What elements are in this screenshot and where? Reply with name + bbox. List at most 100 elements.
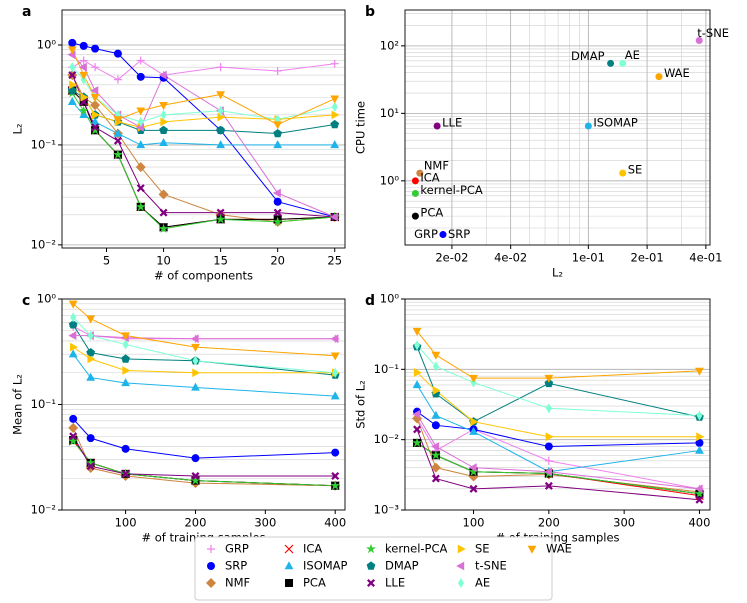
- x-tick-label: 2e-02: [435, 251, 468, 265]
- marker: [85, 457, 96, 468]
- legend-label: SE: [475, 542, 490, 556]
- series-line: [72, 324, 336, 376]
- marker: [137, 116, 144, 127]
- marker: [136, 56, 145, 65]
- marker: [69, 414, 78, 423]
- marker: [91, 44, 100, 53]
- series-line: [416, 330, 700, 379]
- point-label: LLE: [442, 115, 462, 129]
- series-line: [72, 303, 336, 357]
- x-tick-label: 20: [270, 254, 285, 268]
- marker: [284, 561, 294, 570]
- legend-label: ISOMAP: [303, 559, 348, 573]
- y-tick-label: 10⁻²: [31, 503, 56, 517]
- marker: [112, 149, 123, 159]
- marker: [469, 374, 478, 383]
- marker: [113, 75, 122, 84]
- y-tick-label: 10⁻¹: [31, 397, 56, 411]
- marker: [79, 41, 88, 50]
- marker: [158, 189, 169, 200]
- marker: [69, 342, 78, 352]
- y-axis-label: Mean of L₂: [11, 374, 25, 435]
- legend-label: kernel-PCA: [385, 542, 448, 556]
- marker: [69, 62, 76, 73]
- marker: [86, 315, 96, 324]
- series-line: [71, 54, 335, 218]
- plot-frame: [61, 298, 346, 511]
- x-tick-label: 25: [327, 254, 342, 268]
- marker: [331, 472, 340, 481]
- series-line: [73, 335, 336, 340]
- marker: [216, 63, 225, 72]
- marker: [469, 426, 478, 435]
- marker: [273, 197, 282, 206]
- marker: [694, 484, 703, 494]
- marker: [468, 466, 479, 476]
- marker: [412, 380, 422, 389]
- marker: [90, 117, 100, 126]
- marker: [113, 116, 123, 125]
- marker: [191, 343, 200, 352]
- marker: [272, 216, 283, 227]
- marker: [544, 456, 553, 465]
- marker: [330, 95, 340, 104]
- marker: [431, 410, 441, 419]
- point-label: SE: [628, 163, 643, 177]
- y-axis-label: CPU time: [354, 101, 368, 154]
- marker: [330, 334, 339, 344]
- legend-label: t-SNE: [475, 559, 507, 573]
- x-tick-label: 400: [324, 516, 346, 530]
- marker: [159, 208, 168, 217]
- series-line: [71, 74, 335, 218]
- marker: [136, 140, 146, 149]
- x-tick-label: 400: [688, 516, 710, 530]
- marker: [69, 80, 78, 90]
- series-line: [72, 440, 336, 487]
- marker: [78, 62, 87, 72]
- marker: [67, 97, 77, 106]
- y-tick-label: 10⁰: [380, 292, 400, 306]
- marker: [91, 63, 100, 72]
- marker: [544, 378, 554, 388]
- point: [416, 169, 424, 177]
- marker: [90, 94, 100, 103]
- x-tick-label: 300: [254, 516, 276, 530]
- legend: GRP SRP NMF ICA ISOMAP PCA kernel-PCA DMAP LLE SE…: [194, 536, 572, 601]
- marker: [468, 463, 477, 473]
- y-tick-label: 10¹: [380, 106, 399, 120]
- y-axis-label: Std of L₂: [354, 380, 368, 429]
- x-tick-label: 100: [463, 516, 485, 530]
- point: [411, 189, 419, 197]
- marker: [113, 136, 122, 145]
- marker: [207, 545, 215, 553]
- point-label: ICA: [420, 170, 439, 184]
- marker: [87, 354, 96, 364]
- marker: [121, 378, 130, 387]
- legend-label: ICA: [303, 542, 322, 556]
- point-label: SRP: [448, 227, 470, 241]
- marker: [78, 105, 89, 115]
- x-tick-label: 2e-01: [631, 251, 664, 265]
- x-tick-label: 4e-01: [689, 251, 722, 265]
- marker: [191, 382, 200, 391]
- marker: [457, 544, 466, 554]
- marker: [68, 422, 79, 433]
- marker: [86, 348, 96, 357]
- marker: [191, 472, 200, 481]
- panel-label: c: [22, 293, 30, 309]
- marker: [694, 488, 705, 499]
- series-line: [71, 84, 335, 128]
- marker: [69, 432, 78, 441]
- y-tick-label: 10⁻³: [374, 503, 400, 517]
- marker: [330, 119, 340, 129]
- marker: [330, 352, 340, 361]
- marker: [68, 38, 77, 47]
- marker: [70, 312, 77, 323]
- marker: [90, 125, 101, 135]
- point: [619, 59, 627, 67]
- point: [619, 169, 627, 177]
- marker: [158, 70, 167, 80]
- marker: [544, 442, 553, 451]
